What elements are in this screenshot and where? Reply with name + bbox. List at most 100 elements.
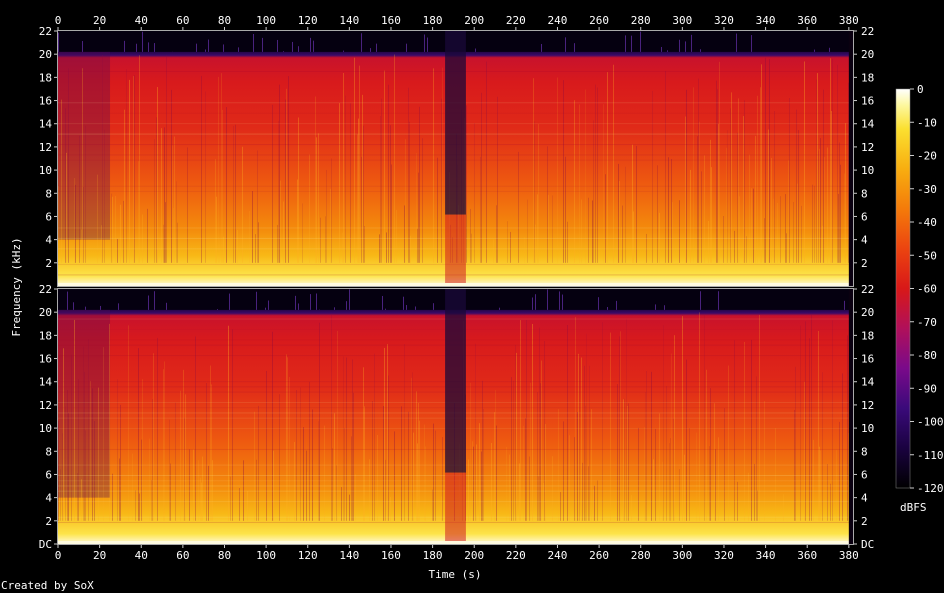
texture-streak xyxy=(169,419,170,521)
y-tick-label-left: 2 xyxy=(45,515,52,528)
texture-streak xyxy=(339,103,340,263)
texture-streak xyxy=(61,99,62,263)
texture-streak xyxy=(296,390,297,521)
y-tick-label-right: 12 xyxy=(861,399,874,412)
texture-streak xyxy=(582,462,583,521)
texture-streak xyxy=(142,379,143,521)
cutoff-spike xyxy=(313,40,314,52)
texture-streak xyxy=(177,222,178,263)
texture-streak xyxy=(646,371,647,521)
texture-streak xyxy=(85,125,86,263)
texture-streak xyxy=(486,61,487,263)
texture-streak xyxy=(481,451,482,521)
intro-dim-region xyxy=(58,51,111,240)
y-tick-label-right: 8 xyxy=(861,445,868,458)
texture-streak xyxy=(832,59,833,263)
texture-streak xyxy=(233,125,234,263)
texture-streak xyxy=(119,458,120,521)
texture-streak xyxy=(627,405,628,521)
texture-streak xyxy=(235,124,236,263)
texture-streak xyxy=(109,323,110,521)
x-tick-label-bottom: 100 xyxy=(256,549,276,562)
texture-streak xyxy=(83,187,84,263)
y-tick-label-right: 22 xyxy=(861,25,874,38)
texture-streak xyxy=(219,239,220,263)
x-tick-label-bottom: 200 xyxy=(464,549,484,562)
colorbar-tick-label: -60 xyxy=(917,283,937,296)
texture-streak xyxy=(387,344,388,521)
x-tick-label-top: 120 xyxy=(298,14,318,27)
texture-streak xyxy=(718,437,719,521)
texture-streak xyxy=(757,490,758,521)
x-tick-label-bottom: 260 xyxy=(589,549,609,562)
x-tick-label-bottom: 120 xyxy=(298,549,318,562)
texture-streak xyxy=(218,76,219,263)
texture-streak xyxy=(184,417,185,521)
texture-streak xyxy=(165,202,166,263)
cutoff-spike xyxy=(664,305,665,310)
texture-streak xyxy=(134,75,135,263)
y-tick-label-right: 20 xyxy=(861,48,874,61)
texture-streak xyxy=(170,463,171,521)
dc-line xyxy=(58,283,853,286)
texture-streak xyxy=(396,210,397,263)
cutoff-spike xyxy=(625,35,626,52)
cutoff-spike xyxy=(310,37,311,52)
texture-streak xyxy=(142,214,143,263)
texture-streak xyxy=(193,449,194,521)
texture-streak xyxy=(309,154,310,263)
texture-streak xyxy=(156,117,157,263)
texture-streak xyxy=(198,460,199,521)
texture-streak xyxy=(58,420,59,521)
y-tick-label-right: 12 xyxy=(861,141,874,154)
x-tick-label-bottom: 80 xyxy=(218,549,231,562)
texture-streak xyxy=(60,469,61,521)
texture-streak xyxy=(273,450,274,521)
texture-streak xyxy=(809,338,810,521)
cutoff-spike xyxy=(718,291,719,310)
cutoff-spike xyxy=(361,33,362,52)
texture-streak xyxy=(579,104,580,263)
texture-streak xyxy=(112,196,113,263)
texture-streak xyxy=(567,221,568,263)
texture-streak xyxy=(679,469,680,521)
texture-streak xyxy=(837,64,838,263)
colorbar-tick-label: -40 xyxy=(917,216,937,229)
x-axis-bottom: 0 20 40 60 80 100 120 140 160 180 200 220 240 260 280 3… xyxy=(55,545,859,562)
texture-streak xyxy=(417,443,418,521)
texture-streak xyxy=(364,226,365,263)
texture-streak xyxy=(533,78,534,263)
texture-streak xyxy=(585,89,586,263)
texture-streak xyxy=(534,121,535,263)
texture-streak xyxy=(697,136,698,263)
texture-streak xyxy=(621,227,622,263)
x-tick-label-bottom: 300 xyxy=(672,549,692,562)
cutoff-spike xyxy=(667,50,668,52)
texture-streak xyxy=(509,454,510,521)
texture-streak xyxy=(794,409,795,521)
texture-streak xyxy=(684,454,685,521)
panel-frame xyxy=(57,30,854,287)
x-tick-label-bottom: 320 xyxy=(714,549,734,562)
colorbar: 0 -10 -20 -30 -40 -50 -60 -70 -80 -90 -100 -110 -120… xyxy=(895,83,944,514)
texture-streak xyxy=(201,75,202,263)
texture-streak xyxy=(247,491,248,521)
x-tick-label-top: 80 xyxy=(218,14,231,27)
texture-streak xyxy=(638,427,639,521)
x-tick-label-top: 100 xyxy=(256,14,276,27)
texture-streak xyxy=(289,377,290,521)
y-tick-label-left: 16 xyxy=(39,353,52,366)
texture-streak xyxy=(85,430,86,521)
texture-streak xyxy=(353,392,354,521)
texture-streak xyxy=(283,201,284,263)
texture-streak xyxy=(529,456,530,521)
texture-streak xyxy=(390,496,391,521)
texture-streak xyxy=(674,335,675,521)
cutoff-spike xyxy=(565,37,566,52)
texture-streak xyxy=(662,461,663,521)
texture-streak xyxy=(252,191,253,263)
texture-streak xyxy=(266,370,267,521)
texture-streak xyxy=(506,446,507,521)
texture-streak xyxy=(174,136,175,263)
texture-streak xyxy=(524,236,525,263)
